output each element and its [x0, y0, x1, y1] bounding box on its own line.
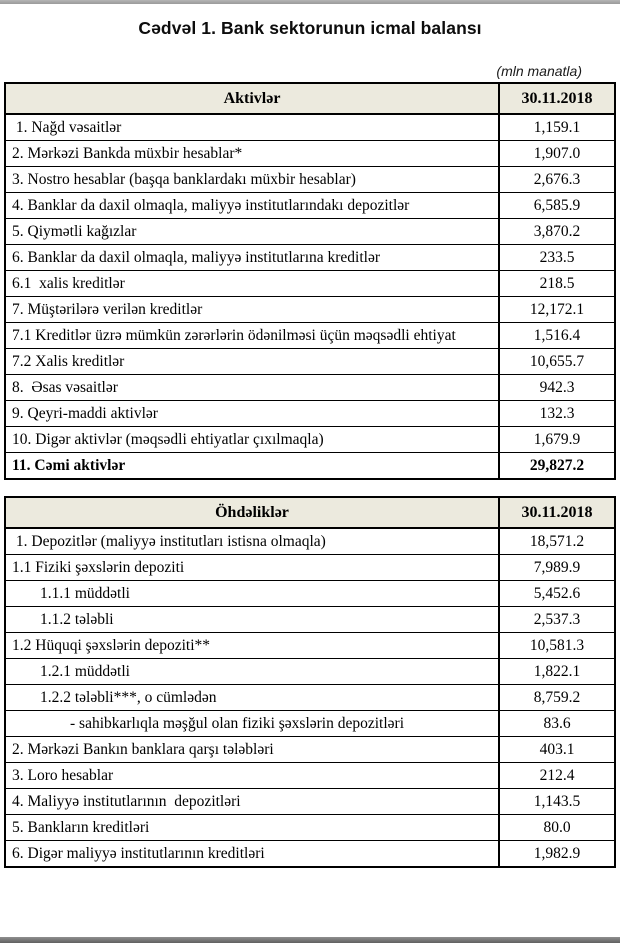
table-row: 1. Depozitlər (maliyyə institutları isti… [4, 527, 616, 555]
row-label: 6. Digər maliyyə institutlarının kreditl… [4, 840, 500, 868]
row-value: 1,907.0 [498, 140, 616, 167]
row-label: 11. Cəmi aktivlər [4, 452, 500, 480]
row-label: 3. Nostro hesablar (başqa banklardakı mü… [4, 166, 500, 193]
row-value: 1,822.1 [498, 658, 616, 685]
row-value: 83.6 [498, 710, 616, 737]
table-row: 1. Nağd vəsaitlər 1,159.1 [4, 113, 616, 141]
table-row: 8. Əsas vəsaitlər 942.3 [4, 374, 616, 401]
table-row: 7. Müştərilərə verilən kreditlər 12,172.… [4, 296, 616, 323]
assets-header-label: Aktivlər [4, 82, 500, 115]
assets-header-row: Aktivlər 30.11.2018 [4, 82, 616, 115]
row-label: 7.2 Xalis kreditlər [4, 348, 500, 375]
row-value: 132.3 [498, 400, 616, 427]
table-row: 7.1 Kreditlər üzrə mümkün zərərlərin ödə… [4, 322, 616, 349]
row-label: - sahibkarlıqla məşğul olan fiziki şəxsl… [4, 710, 500, 737]
row-label: 6. Banklar da daxil olmaqla, maliyyə ins… [4, 244, 500, 271]
row-label: 9. Qeyri-maddi aktivlər [4, 400, 500, 427]
row-value: 218.5 [498, 270, 616, 297]
table-row: 4. Banklar da daxil olmaqla, maliyyə ins… [4, 192, 616, 219]
row-label: 1.2.2 tələbli***, o cümlədən [4, 684, 500, 711]
table-row: 1.1.1 müddətli 5,452.6 [4, 580, 616, 607]
row-label: 2. Mərkəzi Bankın banklara qarşı tələblə… [4, 736, 500, 763]
table-row: 1.2.2 tələbli***, o cümlədən 8,759.2 [4, 684, 616, 711]
row-label: 7.1 Kreditlər üzrə mümkün zərərlərin ödə… [4, 322, 500, 349]
row-value: 12,172.1 [498, 296, 616, 323]
table-row: 11. Cəmi aktivlər 29,827.2 [4, 452, 616, 480]
table-row: 1.1.2 tələbli 2,537.3 [4, 606, 616, 633]
table-row: 3. Loro hesablar 212.4 [4, 762, 616, 789]
assets-header-date: 30.11.2018 [498, 82, 616, 115]
table-row: - sahibkarlıqla məşğul olan fiziki şəxsl… [4, 710, 616, 737]
table-row: 1.2 Hüquqi şəxslərin depoziti** 10,581.3 [4, 632, 616, 659]
row-value: 1,143.5 [498, 788, 616, 815]
assets-table: Aktivlər 30.11.2018 1. Nağd vəsaitlər 1,… [4, 82, 616, 480]
table-row: 10. Digər aktivlər (məqsədli ehtiyatlar … [4, 426, 616, 453]
row-label: 3. Loro hesablar [4, 762, 500, 789]
table-row: 6. Digər maliyyə institutlarının kreditl… [4, 840, 616, 868]
row-label: 1.1 Fiziki şəxslərin depoziti [4, 554, 500, 581]
unit-note: (mln manatla) [496, 63, 582, 79]
row-label: 10. Digər aktivlər (məqsədli ehtiyatlar … [4, 426, 500, 453]
row-label: 5. Bankların kreditləri [4, 814, 500, 841]
bottom-edge-strip [0, 937, 620, 943]
row-value: 1,516.4 [498, 322, 616, 349]
row-value: 403.1 [498, 736, 616, 763]
row-label: 1.2.1 müddətli [4, 658, 500, 685]
row-value: 2,676.3 [498, 166, 616, 193]
table-row: 9. Qeyri-maddi aktivlər 132.3 [4, 400, 616, 427]
row-value: 3,870.2 [498, 218, 616, 245]
row-value: 1,679.9 [498, 426, 616, 453]
row-label: 2. Mərkəzi Bankda müxbir hesablar* [4, 140, 500, 167]
row-label: 1.1.2 tələbli [4, 606, 500, 633]
table-row: 7.2 Xalis kreditlər 10,655.7 [4, 348, 616, 375]
row-label: 5. Qiymətli kağızlar [4, 218, 500, 245]
table-row: 6. Banklar da daxil olmaqla, maliyyə ins… [4, 244, 616, 271]
liabilities-table: Öhdəliklər 30.11.2018 1. Depozitlər (mal… [4, 496, 616, 868]
row-label: 1. Nağd vəsaitlər [4, 113, 500, 141]
row-value: 6,585.9 [498, 192, 616, 219]
table-row: 5. Bankların kreditləri 80.0 [4, 814, 616, 841]
table-row: 1.2.1 müddətli 1,822.1 [4, 658, 616, 685]
table-row: 2. Mərkəzi Bankın banklara qarşı tələblə… [4, 736, 616, 763]
row-label: 1.1.1 müddətli [4, 580, 500, 607]
table-row: 1.1 Fiziki şəxslərin depoziti 7,989.9 [4, 554, 616, 581]
row-value: 10,581.3 [498, 632, 616, 659]
liabilities-header-label: Öhdəliklər [4, 496, 500, 529]
row-value: 2,537.3 [498, 606, 616, 633]
row-label: 7. Müştərilərə verilən kreditlər [4, 296, 500, 323]
row-value: 1,982.9 [498, 840, 616, 868]
row-label: 6.1 xalis kreditlər [4, 270, 500, 297]
table-row: 4. Maliyyə institutlarının depozitləri 1… [4, 788, 616, 815]
top-edge-strip [0, 0, 620, 4]
row-value: 7,989.9 [498, 554, 616, 581]
row-value: 8,759.2 [498, 684, 616, 711]
row-label: 4. Maliyyə institutlarının depozitləri [4, 788, 500, 815]
row-label: 4. Banklar da daxil olmaqla, maliyyə ins… [4, 192, 500, 219]
row-value: 233.5 [498, 244, 616, 271]
row-value: 18,571.2 [498, 527, 616, 555]
table-row: 5. Qiymətli kağızlar 3,870.2 [4, 218, 616, 245]
row-label: 8. Əsas vəsaitlər [4, 374, 500, 401]
row-value: 80.0 [498, 814, 616, 841]
page-title: Cədvəl 1. Bank sektorunun icmal balansı [138, 18, 482, 38]
liabilities-header-date: 30.11.2018 [498, 496, 616, 529]
row-label: 1. Depozitlər (maliyyə institutları isti… [4, 527, 500, 555]
liabilities-header-row: Öhdəliklər 30.11.2018 [4, 496, 616, 529]
row-value: 212.4 [498, 762, 616, 789]
row-value: 29,827.2 [498, 452, 616, 480]
row-label: 1.2 Hüquqi şəxslərin depoziti** [4, 632, 500, 659]
table-row: 6.1 xalis kreditlər 218.5 [4, 270, 616, 297]
table-row: 2. Mərkəzi Bankda müxbir hesablar* 1,907… [4, 140, 616, 167]
row-value: 5,452.6 [498, 580, 616, 607]
row-value: 1,159.1 [498, 113, 616, 141]
row-value: 942.3 [498, 374, 616, 401]
table-row: 3. Nostro hesablar (başqa banklardakı mü… [4, 166, 616, 193]
row-value: 10,655.7 [498, 348, 616, 375]
